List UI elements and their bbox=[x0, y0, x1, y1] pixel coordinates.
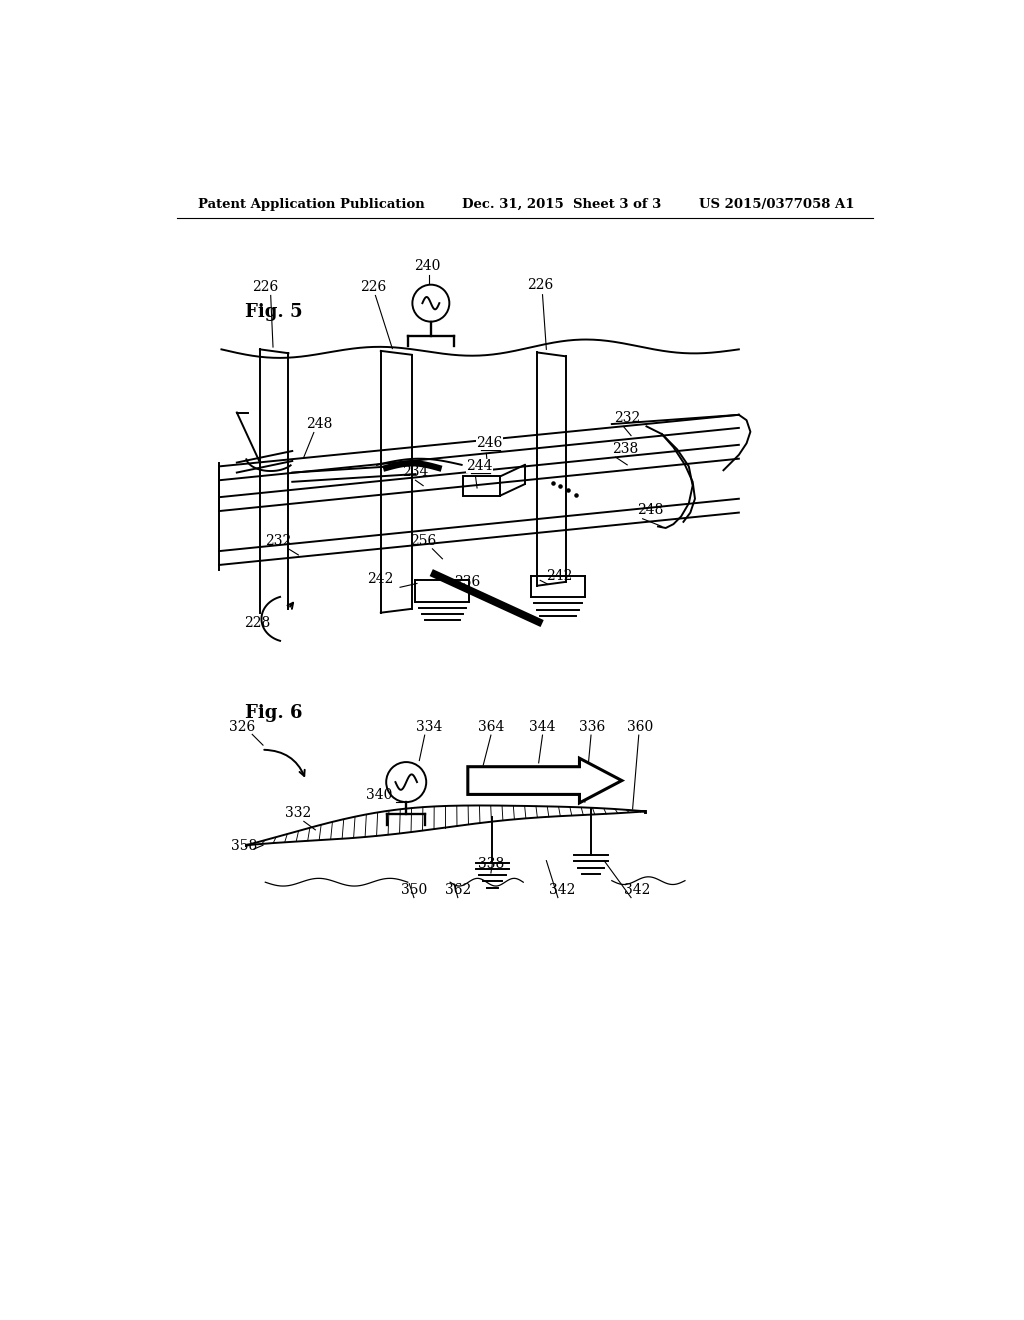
Text: 226: 226 bbox=[360, 280, 386, 294]
Text: 240: 240 bbox=[414, 259, 440, 273]
Text: 362: 362 bbox=[444, 883, 471, 896]
Text: 338: 338 bbox=[478, 858, 504, 871]
Text: 334: 334 bbox=[416, 719, 442, 734]
Text: 236: 236 bbox=[454, 574, 480, 589]
Text: 342: 342 bbox=[624, 883, 650, 896]
Text: 360: 360 bbox=[627, 719, 653, 734]
Text: Fig. 6: Fig. 6 bbox=[245, 704, 302, 722]
Text: 226: 226 bbox=[252, 280, 279, 294]
Text: 226: 226 bbox=[527, 279, 553, 292]
Text: 232: 232 bbox=[614, 411, 640, 425]
Text: 336: 336 bbox=[580, 719, 605, 734]
Text: 340: 340 bbox=[366, 788, 392, 803]
Text: 242: 242 bbox=[547, 569, 572, 583]
Text: 342: 342 bbox=[549, 883, 574, 896]
Text: 244: 244 bbox=[466, 459, 493, 474]
Text: 364: 364 bbox=[478, 719, 504, 734]
Text: 238: 238 bbox=[611, 442, 638, 455]
Text: 358: 358 bbox=[231, 840, 258, 853]
FancyArrow shape bbox=[468, 758, 622, 803]
Text: Fig. 5: Fig. 5 bbox=[245, 304, 302, 321]
Text: 248: 248 bbox=[637, 503, 664, 517]
Text: 246: 246 bbox=[476, 436, 503, 450]
Text: 344: 344 bbox=[529, 719, 556, 734]
Text: 256: 256 bbox=[410, 535, 436, 548]
Text: 228: 228 bbox=[245, 615, 270, 630]
Text: 234: 234 bbox=[402, 465, 429, 479]
Bar bbox=[463, 477, 500, 496]
Text: 242: 242 bbox=[368, 573, 394, 586]
Text: 350: 350 bbox=[400, 883, 427, 896]
Text: 232: 232 bbox=[265, 535, 292, 548]
Text: Patent Application Publication: Patent Application Publication bbox=[198, 198, 424, 211]
Text: US 2015/0377058 A1: US 2015/0377058 A1 bbox=[698, 198, 854, 211]
Text: 326: 326 bbox=[229, 719, 255, 734]
Text: 248: 248 bbox=[306, 417, 333, 430]
Text: 332: 332 bbox=[286, 805, 311, 820]
Text: Dec. 31, 2015  Sheet 3 of 3: Dec. 31, 2015 Sheet 3 of 3 bbox=[462, 198, 660, 211]
